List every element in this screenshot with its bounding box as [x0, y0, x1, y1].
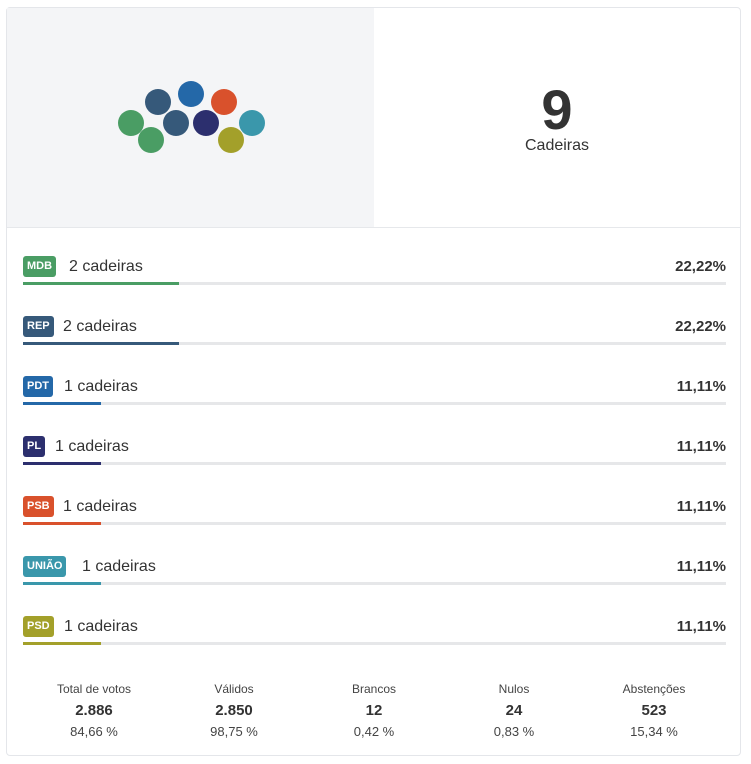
bar-fill — [23, 462, 102, 465]
stat-abstentions: Abstenções 523 15,34 % — [581, 681, 727, 741]
party-badge: PSD — [23, 616, 54, 637]
seat-dot-união — [239, 110, 265, 136]
stat-label: Válidos — [214, 682, 254, 696]
party-row-rep: REP 2 cadeiras 22,22% — [23, 308, 726, 368]
party-percent: 22,22% — [675, 258, 726, 275]
bar-fill — [23, 522, 102, 525]
seats-label: Cadeiras — [524, 137, 590, 154]
stat-null-votes: Nulos 24 0,83 % — [441, 681, 587, 741]
party-percent: 11,11% — [676, 618, 726, 635]
party-row-psb: PSB 1 cadeiras 11,11% — [23, 488, 726, 548]
hemicycle-chart — [118, 81, 265, 153]
party-badge: REP — [23, 316, 54, 337]
party-seats: 1 cadeiras — [64, 618, 138, 635]
stat-value: 2.886 — [75, 702, 113, 719]
seat-dot-mdb — [138, 127, 164, 153]
stat-value: 2.850 — [215, 702, 253, 719]
party-percent: 11,11% — [676, 558, 726, 575]
party-list: MDB 2 cadeiras 22,22% REP 2 cadeiras 22,22% PD… — [23, 248, 726, 668]
stat-value: 523 — [641, 702, 667, 719]
bar-track — [23, 582, 726, 585]
party-seats: 1 cadeiras — [82, 558, 156, 575]
party-badge: PSB — [23, 496, 54, 517]
bar-fill — [23, 282, 180, 285]
party-row-mdb: MDB 2 cadeiras 22,22% — [23, 248, 726, 308]
party-seats: 2 cadeiras — [69, 258, 143, 275]
stat-percent: 0,42 % — [353, 724, 395, 739]
total-seats: 9 — [541, 78, 573, 141]
seat-dot-rep — [163, 110, 189, 136]
bar-track — [23, 282, 726, 285]
seat-dot-pl — [193, 110, 219, 136]
stat-blank-votes: Brancos 12 0,42 % — [301, 681, 447, 741]
bar-fill — [23, 342, 180, 345]
seat-total-panel: 9 Cadeiras — [374, 8, 740, 227]
party-badge: MDB — [23, 256, 57, 277]
vote-statistics: Total de votos 2.886 84,66 % Válidos 2.8… — [7, 681, 740, 747]
stat-label: Brancos — [351, 682, 397, 696]
party-percent: 11,11% — [676, 498, 726, 515]
results-card: 9 Cadeiras MDB 2 cadeiras 22,22% REP 2 cadei… — [6, 7, 741, 756]
stat-percent: 15,34 % — [630, 724, 678, 739]
party-percent: 11,11% — [676, 438, 726, 455]
party-seats: 2 cadeiras — [63, 318, 137, 335]
seat-dot-rep — [145, 89, 171, 115]
party-row-psd: PSD 1 cadeiras 11,11% — [23, 608, 726, 668]
stat-label: Abstenções — [622, 682, 686, 696]
bar-track — [23, 522, 726, 525]
stat-value: 12 — [365, 702, 383, 719]
party-percent: 11,11% — [676, 378, 726, 395]
stat-valid-votes: Válidos 2.850 98,75 % — [161, 681, 307, 741]
seat-dot-psd — [218, 127, 244, 153]
seat-dot-pdt — [178, 81, 204, 107]
summary-panel: 9 Cadeiras — [7, 8, 740, 228]
bar-fill — [23, 582, 102, 585]
bar-track — [23, 462, 726, 465]
seat-dot-mdb — [118, 110, 144, 136]
bar-fill — [23, 642, 102, 645]
party-seats: 1 cadeiras — [63, 498, 137, 515]
stat-label: Nulos — [498, 682, 530, 696]
party-badge: PDT — [23, 376, 53, 397]
stat-total-votes: Total de votos 2.886 84,66 % — [21, 681, 167, 741]
party-seats: 1 cadeiras — [64, 378, 138, 395]
party-seats: 1 cadeiras — [55, 438, 129, 455]
stat-value: 24 — [505, 702, 523, 719]
bar-track — [23, 642, 726, 645]
party-percent: 22,22% — [675, 318, 726, 335]
party-row-pdt: PDT 1 cadeiras 11,11% — [23, 368, 726, 428]
party-row-pl: PL 1 cadeiras 11,11% — [23, 428, 726, 488]
stat-percent: 0,83 % — [493, 724, 535, 739]
hemicycle-panel — [7, 8, 374, 227]
seat-dot-psb — [211, 89, 237, 115]
stat-percent: 98,75 % — [210, 724, 258, 739]
stat-label: Total de votos — [56, 682, 132, 696]
bar-fill — [23, 402, 102, 405]
bar-track — [23, 402, 726, 405]
stat-percent: 84,66 % — [70, 724, 118, 739]
bar-track — [23, 342, 726, 345]
party-badge: PL — [23, 436, 46, 457]
party-badge: UNIÃO — [23, 556, 67, 577]
party-row-união: UNIÃO 1 cadeiras 11,11% — [23, 548, 726, 608]
